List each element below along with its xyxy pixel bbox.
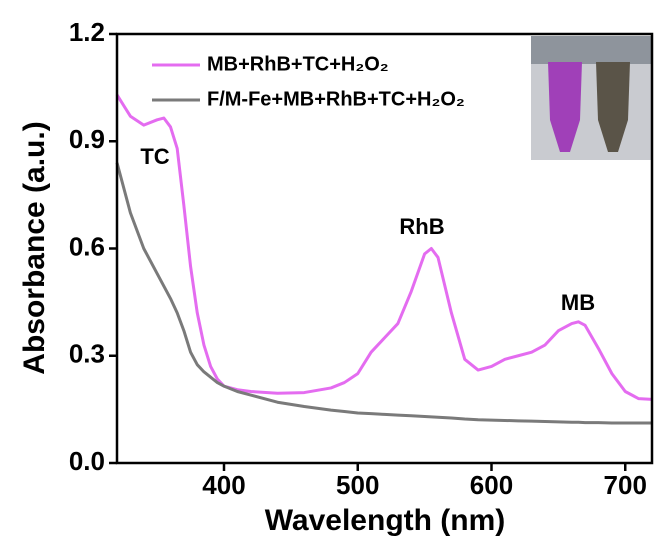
legend-label: F/M-Fe+MB+RhB+TC+H₂O₂ [207, 88, 465, 110]
x-tick-label: 400 [202, 470, 245, 500]
plot-frame [115, 32, 654, 465]
x-tick-label: 500 [336, 470, 379, 500]
data-line [115, 162, 652, 425]
y-tick-label: 0.3 [69, 339, 105, 369]
y-tick-label: 0.6 [69, 231, 105, 261]
x-tick-label: 700 [604, 470, 647, 500]
y-tick-label: 0.0 [69, 446, 105, 476]
data-line [115, 93, 653, 401]
y-tick-label: 1.2 [69, 17, 105, 47]
tube-purple [548, 62, 582, 152]
x-axis-title: Wavelength (nm) [265, 504, 506, 537]
legend-label: MB+RhB+TC+H₂O₂ [207, 53, 389, 75]
annotation: MB [561, 290, 595, 315]
annotation: RhB [399, 214, 444, 239]
y-axis-title: Absorbance (a.u.) [18, 121, 51, 374]
tube-dark [596, 62, 630, 152]
x-tick-label: 600 [470, 470, 513, 500]
y-tick-label: 0.9 [69, 124, 105, 154]
inset-photo [531, 36, 651, 160]
annotation: TC [140, 144, 169, 169]
photo-caps [531, 36, 651, 64]
